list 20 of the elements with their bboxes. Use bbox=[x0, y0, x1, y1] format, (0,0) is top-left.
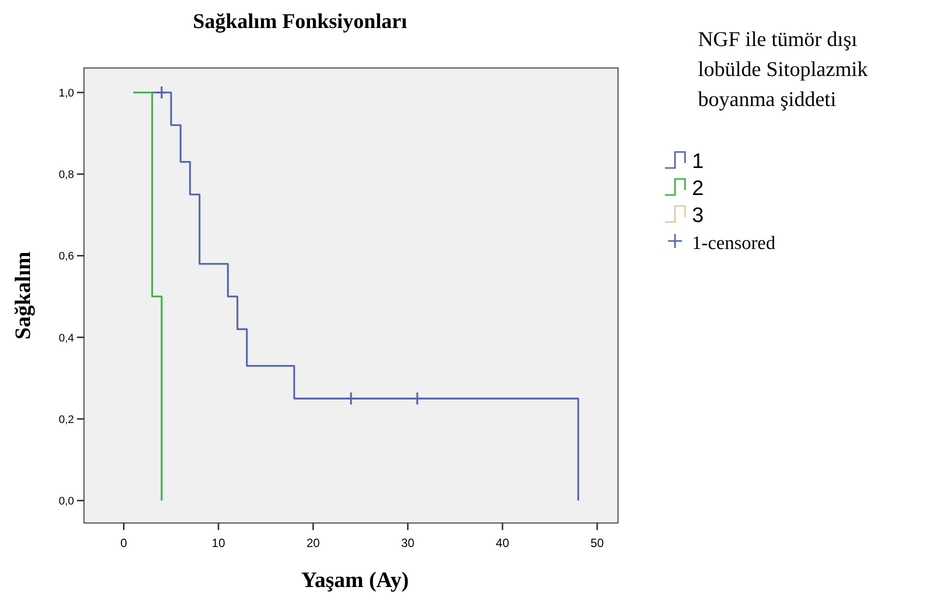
legend-label: 3 bbox=[692, 204, 704, 227]
legend-label: 1-censored bbox=[692, 233, 776, 254]
y-tick-label: 0,0 bbox=[58, 496, 74, 508]
y-tick-label: 0,4 bbox=[58, 332, 74, 344]
x-axis-title: Yaşam (Ay) bbox=[301, 567, 409, 592]
x-tick-label: 30 bbox=[401, 536, 415, 550]
chart-title: Sağkalım Fonksiyonları bbox=[192, 9, 408, 33]
x-tick-label: 10 bbox=[212, 536, 226, 550]
x-tick-label: 0 bbox=[120, 536, 128, 550]
x-tick-label: 20 bbox=[306, 536, 320, 550]
x-tick-label: 50 bbox=[590, 536, 604, 550]
y-tick-label: 0,6 bbox=[58, 250, 74, 263]
x-tick-label: 40 bbox=[496, 536, 510, 550]
legend-label: 1 bbox=[692, 150, 704, 173]
y-tick-label: 0,2 bbox=[58, 414, 74, 426]
legend-title: NGF ile tümör dışı lobülde Sitoplazmik boyanma şiddeti bbox=[698, 27, 868, 111]
legend-label: 2 bbox=[692, 177, 704, 200]
y-tick-label: 1,0 bbox=[58, 87, 74, 100]
y-axis-title: Sağkalım bbox=[10, 251, 35, 340]
y-tick-label: 0,8 bbox=[58, 169, 74, 182]
